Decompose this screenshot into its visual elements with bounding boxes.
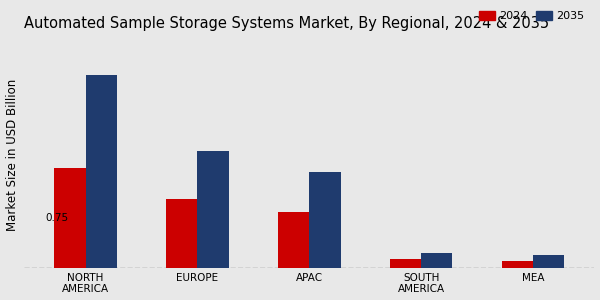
Text: Automated Sample Storage Systems Market, By Regional, 2024 & 2035: Automated Sample Storage Systems Market,… xyxy=(24,16,549,31)
Bar xyxy=(502,261,533,268)
Legend: 2024, 2035: 2024, 2035 xyxy=(475,6,589,26)
Bar xyxy=(421,253,452,268)
Bar xyxy=(533,255,564,268)
Bar xyxy=(86,75,117,268)
Bar xyxy=(55,168,86,268)
Bar xyxy=(197,151,229,268)
Bar xyxy=(309,172,341,268)
Bar xyxy=(278,212,309,268)
Bar xyxy=(166,199,197,268)
Y-axis label: Market Size in USD Billion: Market Size in USD Billion xyxy=(5,79,19,231)
Text: 0.75: 0.75 xyxy=(46,213,68,223)
Bar xyxy=(390,259,421,268)
